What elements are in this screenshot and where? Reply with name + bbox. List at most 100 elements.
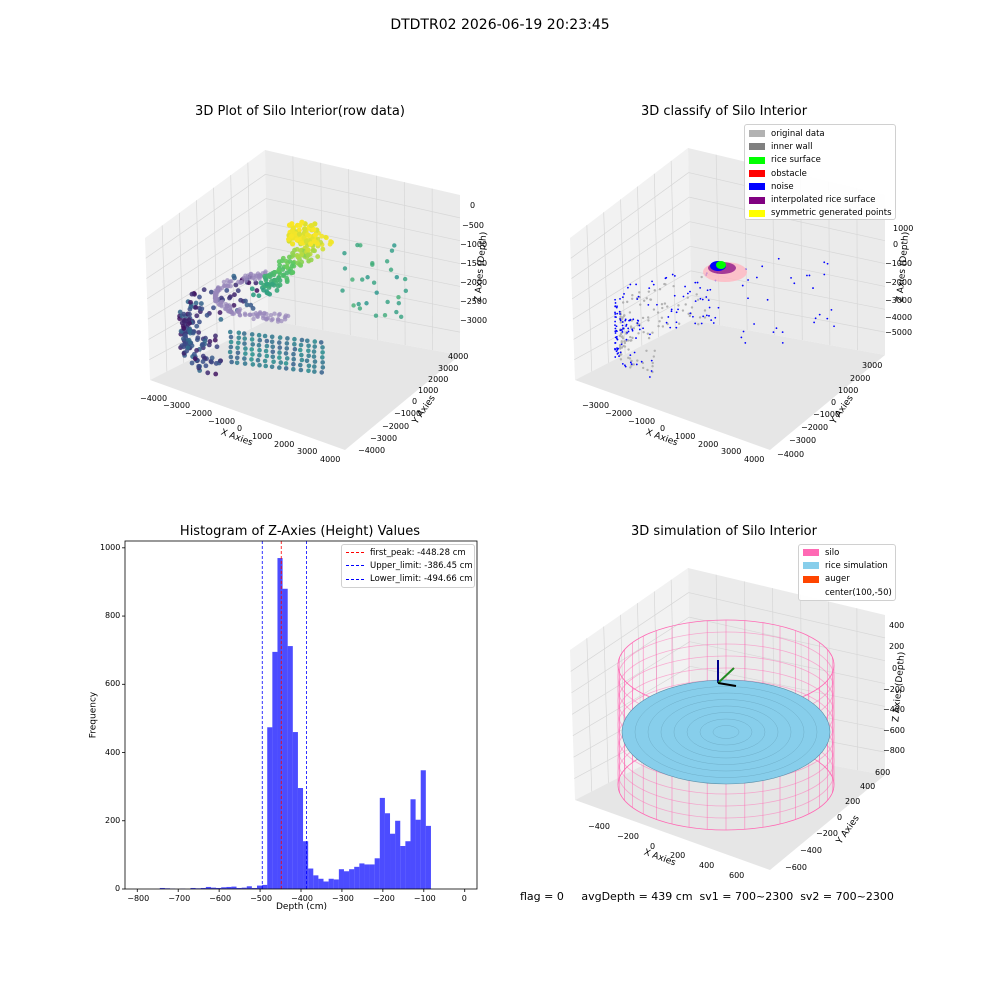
data-point bbox=[629, 325, 633, 328]
grid-line bbox=[572, 665, 691, 737]
data-point bbox=[357, 306, 363, 311]
data-point bbox=[633, 351, 636, 354]
data-point bbox=[229, 359, 234, 365]
data-point bbox=[241, 331, 247, 336]
data-point bbox=[258, 311, 263, 316]
data-point bbox=[629, 335, 632, 339]
z-tick-label: −500 bbox=[462, 221, 484, 230]
data-point bbox=[630, 359, 633, 363]
data-point bbox=[312, 339, 318, 344]
data-point bbox=[262, 333, 268, 339]
rice-surface bbox=[716, 261, 726, 269]
histogram-bar bbox=[420, 770, 426, 889]
z-tick-label: −2000 bbox=[885, 278, 913, 287]
data-point bbox=[283, 351, 289, 356]
data-point bbox=[227, 295, 232, 301]
data-point bbox=[627, 339, 630, 342]
data-point bbox=[242, 341, 247, 346]
y-tick-label: −200 bbox=[816, 829, 838, 838]
data-point bbox=[630, 363, 633, 366]
data-point bbox=[237, 313, 243, 318]
grid-line bbox=[147, 246, 267, 320]
data-point bbox=[630, 297, 634, 300]
histogram-bar bbox=[226, 886, 232, 889]
y-tick-label: −1000 bbox=[394, 409, 422, 418]
grid-line bbox=[348, 169, 351, 336]
data-point bbox=[629, 366, 632, 369]
histogram-bar bbox=[410, 799, 416, 889]
data-point bbox=[249, 337, 255, 342]
data-point bbox=[234, 355, 240, 361]
data-point bbox=[197, 319, 202, 325]
data-point bbox=[264, 311, 269, 317]
data-point bbox=[226, 303, 232, 308]
data-point bbox=[222, 283, 227, 289]
data-point bbox=[187, 311, 192, 317]
x-tick-label: 4000 bbox=[744, 455, 765, 464]
data-point bbox=[277, 345, 283, 350]
data-point bbox=[618, 355, 620, 358]
x-tick-label: 0 bbox=[650, 842, 656, 851]
data-point bbox=[320, 246, 326, 252]
data-point bbox=[360, 277, 365, 282]
histogram-bar bbox=[303, 841, 309, 889]
data-point bbox=[225, 283, 230, 289]
data-point bbox=[235, 345, 240, 351]
y-tick-label: 0 bbox=[115, 884, 121, 893]
y-tick-label: 0 bbox=[412, 397, 418, 406]
data-point bbox=[650, 359, 653, 362]
histogram-bar bbox=[354, 866, 360, 889]
grid-line bbox=[689, 221, 886, 264]
data-point bbox=[618, 310, 621, 313]
data-point bbox=[637, 332, 640, 335]
data-point bbox=[190, 330, 196, 336]
panel2-axes bbox=[570, 148, 886, 450]
data-point bbox=[279, 318, 284, 324]
data-point bbox=[298, 342, 304, 348]
data-point bbox=[619, 318, 622, 320]
histogram-bar bbox=[318, 878, 324, 889]
data-point bbox=[667, 316, 670, 318]
data-point bbox=[627, 348, 630, 351]
panel2-legend: original data inner wall rice surface ob… bbox=[744, 124, 896, 220]
data-point bbox=[665, 321, 668, 324]
data-point bbox=[614, 330, 617, 333]
data-point bbox=[641, 316, 645, 320]
z-tick-label: −200 bbox=[883, 685, 905, 694]
data-point bbox=[766, 298, 769, 301]
data-point bbox=[312, 364, 317, 369]
data-point bbox=[635, 283, 638, 286]
z-tick-label: 0 bbox=[892, 664, 898, 673]
data-point bbox=[830, 309, 833, 311]
panel3-legend: first_peak: -448.28 cm Upper_limit: -386… bbox=[341, 544, 475, 588]
data-point bbox=[709, 288, 712, 291]
data-point bbox=[619, 319, 622, 322]
data-point bbox=[620, 346, 624, 349]
rice-mesh-ring bbox=[647, 692, 805, 772]
data-point bbox=[614, 356, 617, 358]
data-point bbox=[208, 289, 214, 295]
x-tick-label: 1000 bbox=[252, 432, 273, 441]
data-point bbox=[651, 365, 654, 368]
data-point bbox=[675, 326, 678, 329]
data-point bbox=[263, 277, 269, 283]
data-point bbox=[277, 355, 282, 360]
data-point bbox=[629, 283, 632, 286]
data-point bbox=[651, 331, 654, 334]
y-tick-label: 1000 bbox=[100, 542, 121, 552]
data-point bbox=[186, 317, 192, 323]
data-point bbox=[808, 274, 811, 277]
y-tick-label: 4000 bbox=[448, 352, 469, 361]
data-point bbox=[627, 286, 629, 289]
data-point bbox=[212, 337, 218, 343]
data-point bbox=[374, 290, 379, 295]
data-point bbox=[250, 342, 256, 347]
data-point bbox=[642, 330, 645, 334]
y-tick-label: 2000 bbox=[428, 375, 449, 384]
legend-item: noise bbox=[745, 180, 895, 193]
data-point bbox=[221, 279, 227, 285]
data-point bbox=[660, 302, 664, 306]
data-point bbox=[394, 274, 400, 280]
histogram-bar bbox=[395, 820, 401, 889]
data-point bbox=[314, 241, 321, 247]
